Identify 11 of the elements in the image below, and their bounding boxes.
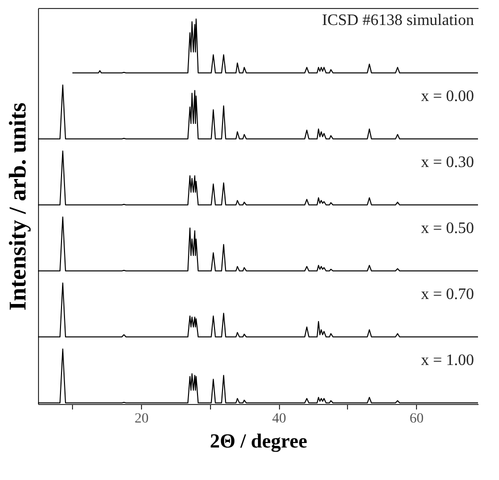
text: x = 0.70 — [420, 286, 474, 303]
x-tick-label: 60 — [410, 412, 424, 426]
text: x = 0.30 — [420, 154, 474, 171]
x-axis-title: 2Θ / degree — [210, 430, 308, 452]
text: ICSD #6138 simulation — [322, 12, 474, 29]
x-tick-label: 40 — [272, 412, 286, 426]
text: x = 0.00 — [420, 88, 474, 105]
y-axis-title: Intensity / arb. units — [6, 102, 32, 311]
text: x = 0.50 — [420, 220, 474, 237]
x-tick-label: 20 — [134, 412, 149, 426]
text: x = 1.00 — [420, 352, 474, 369]
